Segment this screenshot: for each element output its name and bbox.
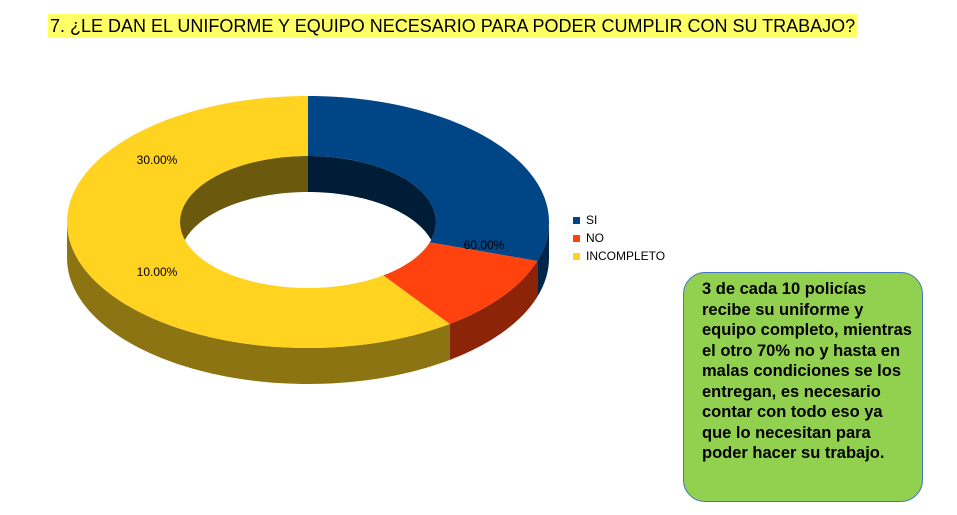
slice-outer-side-si xyxy=(537,222,549,297)
legend: SI NO INCOMPLETO xyxy=(573,211,665,265)
slice-outer-side-no xyxy=(449,260,538,360)
data-label-incompleto: 60.00% xyxy=(464,238,505,252)
legend-label-no: NO xyxy=(586,231,604,245)
chart-title: 7. ¿LE DAN EL UNIFORME Y EQUIPO NECESARI… xyxy=(48,14,858,38)
legend-item-si: SI xyxy=(573,211,665,229)
legend-swatch-si xyxy=(573,216,580,224)
legend-label-incompleto: INCOMPLETO xyxy=(586,249,666,263)
legend-swatch-no xyxy=(573,234,580,242)
data-label-si: 30.00% xyxy=(137,153,178,167)
slice-incompleto xyxy=(67,96,450,348)
conclusion-note: 3 de cada 10 policías recibe su uniforme… xyxy=(683,272,923,502)
slice-inner-side-si xyxy=(308,156,436,258)
slice-no xyxy=(383,242,538,324)
slice-outer-side-incompleto xyxy=(67,222,450,384)
slice-si xyxy=(308,96,549,261)
legend-label-si: SI xyxy=(586,213,598,227)
slice-inner-side-incompleto xyxy=(180,156,308,258)
data-label-no: 10.00% xyxy=(137,265,178,279)
legend-swatch-incompleto xyxy=(573,252,580,260)
legend-item-no: NO xyxy=(573,229,665,247)
legend-item-incompleto: INCOMPLETO xyxy=(573,247,665,265)
